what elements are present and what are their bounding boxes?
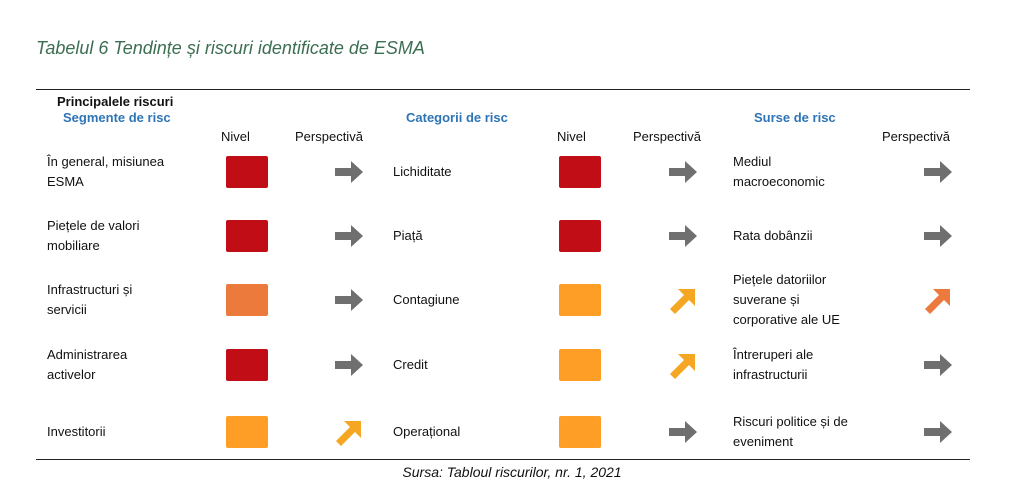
segment-label: Infrastructuri și servicii xyxy=(47,282,133,317)
top-rule xyxy=(36,89,970,90)
category-level-swatch xyxy=(559,349,601,381)
segment-level-swatch xyxy=(226,284,268,316)
category-level-swatch xyxy=(559,284,601,316)
arrow-right-icon xyxy=(332,219,366,253)
segment-label: În general, misiunea ESMA xyxy=(47,154,165,189)
caption-title: Tendințe și riscuri identificate de ESMA xyxy=(113,38,425,58)
source-label: Riscuri politice și de eveniment xyxy=(733,414,848,449)
category-label: Credit xyxy=(393,357,428,372)
category-level-swatch xyxy=(559,220,601,252)
segment-label: Administrarea activelor xyxy=(47,347,128,382)
header-perspectiva-3: Perspectivă xyxy=(882,129,950,144)
table-caption: Tabelul 6 Tendințe și riscuri identifica… xyxy=(36,38,425,59)
arrow-up-right-icon xyxy=(666,348,700,382)
header-nivel-1: Nivel xyxy=(221,129,250,144)
category-label: Piață xyxy=(393,228,423,243)
arrow-right-icon xyxy=(921,219,955,253)
header-segments: Segmente de risc xyxy=(63,110,171,125)
arrow-right-icon xyxy=(332,283,366,317)
bottom-rule xyxy=(36,459,970,460)
segment-level-swatch xyxy=(226,220,268,252)
source-label: Mediul macroeconomic xyxy=(733,154,825,189)
segment-level-swatch xyxy=(226,349,268,381)
arrow-right-icon xyxy=(666,155,700,189)
arrow-right-icon xyxy=(666,415,700,449)
segment-level-swatch xyxy=(226,416,268,448)
arrow-right-icon xyxy=(921,415,955,449)
arrow-up-right-icon xyxy=(332,415,366,449)
arrow-up-right-icon xyxy=(666,283,700,317)
category-label: Contagiune xyxy=(393,292,460,307)
header-categories: Categorii de risc xyxy=(406,110,508,125)
arrow-right-icon xyxy=(921,155,955,189)
segment-level-swatch xyxy=(226,156,268,188)
arrow-right-icon xyxy=(332,155,366,189)
segment-label: Investitorii xyxy=(47,424,106,439)
header-perspectiva-2: Perspectivă xyxy=(633,129,701,144)
category-label: Operațional xyxy=(393,424,461,439)
header-main: Principalele riscuri xyxy=(57,94,174,109)
arrow-right-icon xyxy=(921,348,955,382)
source-label: Rata dobânzii xyxy=(733,228,813,243)
category-label: Lichiditate xyxy=(393,164,452,179)
arrow-right-icon xyxy=(332,348,366,382)
header-sources: Surse de risc xyxy=(754,110,836,125)
source-note: Sursa: Tabloul riscurilor, nr. 1, 2021 xyxy=(402,464,622,480)
category-level-swatch xyxy=(559,156,601,188)
segment-label: Piețele de valori mobiliare xyxy=(47,218,140,253)
arrow-up-right-icon xyxy=(921,283,955,317)
caption-number: Tabelul 6 xyxy=(36,38,109,58)
arrow-right-icon xyxy=(666,219,700,253)
header-perspectiva-1: Perspectivă xyxy=(295,129,363,144)
header-nivel-2: Nivel xyxy=(557,129,586,144)
source-label: Piețele datoriilor suverane și corporative… xyxy=(733,272,840,327)
category-level-swatch xyxy=(559,416,601,448)
source-label: Întreruperi ale infrastructurii xyxy=(733,347,814,382)
